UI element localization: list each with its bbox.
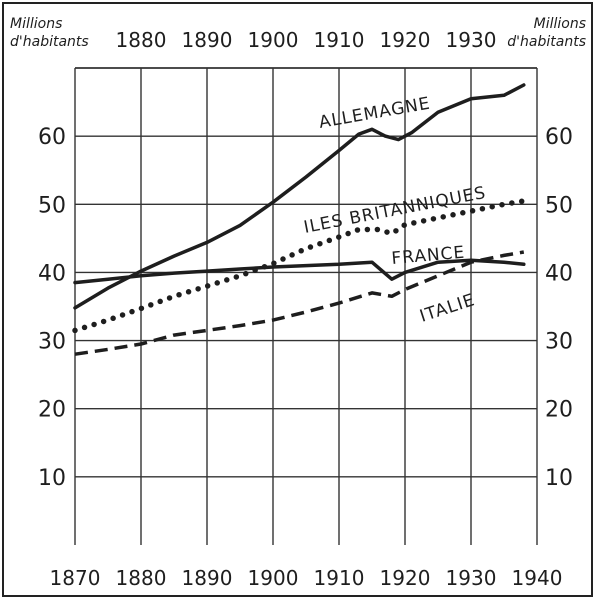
x-tick-label-bottom: 1880 (116, 566, 167, 590)
unit-label-right: Millions d'habitants (507, 16, 586, 50)
series-line-italie (74, 250, 525, 356)
unit-label-right-line-1: Millions (534, 16, 586, 32)
x-tick-label-top: 1900 (248, 28, 299, 52)
x-tick-label-bottom: 1870 (50, 566, 101, 590)
unit-label-right-line-2: d'habitants (507, 34, 586, 50)
x-tick-label-bottom: 1940 (512, 566, 563, 590)
y-tick-label-right: 30 (545, 330, 573, 355)
x-tick-label-top: 1910 (314, 28, 365, 52)
series-line-france (73, 258, 526, 285)
x-tick-label-top: 1920 (380, 28, 431, 52)
series-label-italie: ITALIE (417, 290, 477, 327)
y-tick-label-left: 40 (38, 261, 66, 286)
y-tick-label-left: 60 (38, 125, 66, 150)
unit-label-left: Millions d'habitants (10, 16, 89, 50)
series-label-allemagne: ALLEMAGNE (317, 94, 432, 133)
x-tick-label-bottom: 1890 (182, 566, 233, 590)
y-tick-label-right: 40 (545, 261, 573, 286)
series-line-allemagne (73, 83, 526, 310)
y-tick-label-right: 60 (545, 125, 573, 150)
y-tick-label-left: 20 (38, 398, 66, 423)
y-tick-label-right: 20 (545, 398, 573, 423)
x-tick-label-top: 1880 (116, 28, 167, 52)
tick-labels: 1870 1880 1890 1900 1910 1920 1930 1940 1880 1890… (38, 28, 573, 590)
x-tick-label-bottom: 1910 (314, 566, 365, 590)
y-tick-label-right: 10 (545, 466, 573, 491)
series-labels: ALLEMAGNE ILES BRITANNIQUES FRANCE ITALI… (302, 94, 488, 327)
series-lines (72, 83, 527, 356)
x-tick-label-bottom: 1920 (380, 566, 431, 590)
x-tick-label-top: 1890 (182, 28, 233, 52)
grid (74, 67, 538, 545)
y-tick-label-left: 50 (38, 193, 66, 218)
y-tick-label-right: 50 (545, 193, 573, 218)
y-tick-label-left: 30 (38, 330, 66, 355)
x-tick-label-top: 1930 (446, 28, 497, 52)
unit-label-left-line-2: d'habitants (10, 34, 89, 50)
x-tick-label-bottom: 1930 (446, 566, 497, 590)
series-line-iles-britanniques (72, 198, 527, 334)
series-label-france: FRANCE (391, 243, 466, 269)
y-tick-label-left: 10 (38, 466, 66, 491)
unit-label-left-line-1: Millions (10, 16, 62, 32)
x-tick-label-bottom: 1900 (248, 566, 299, 590)
